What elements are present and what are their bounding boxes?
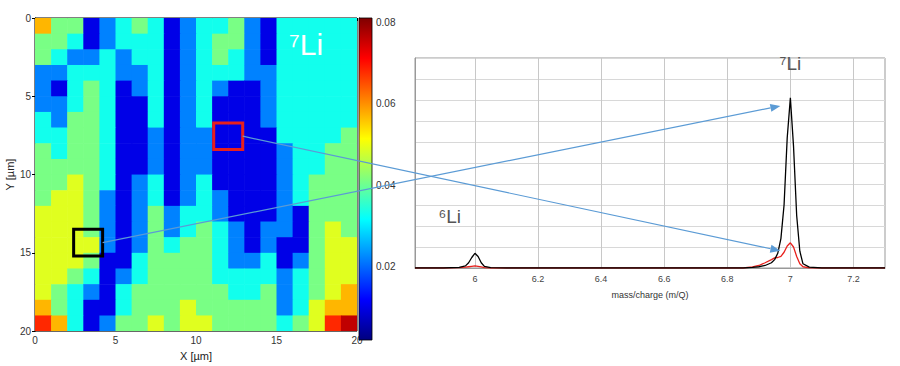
svg-text:10: 10 [190, 335, 202, 346]
svg-text:6.8: 6.8 [721, 274, 734, 284]
svg-text:0.08: 0.08 [376, 17, 396, 28]
svg-text:7.2: 7.2 [847, 274, 860, 284]
svg-text:⁶Li: ⁶Li [438, 206, 461, 227]
svg-text:6.4: 6.4 [595, 274, 608, 284]
svg-text:20: 20 [351, 334, 363, 346]
svg-text:5: 5 [25, 91, 31, 102]
svg-text:6.2: 6.2 [532, 274, 545, 284]
svg-text:7: 7 [788, 274, 793, 284]
svg-text:15: 15 [271, 335, 283, 346]
svg-text:0.02: 0.02 [376, 261, 396, 272]
svg-text:⁷Li: ⁷Li [780, 53, 802, 74]
svg-text:Y [µm]: Y [µm] [4, 159, 16, 191]
svg-text:⁷Li: ⁷Li [289, 28, 323, 61]
svg-text:5: 5 [113, 335, 119, 346]
svg-text:15: 15 [20, 247, 32, 258]
svg-text:0.04: 0.04 [376, 179, 396, 191]
svg-text:X [µm]: X [µm] [180, 350, 212, 362]
svg-text:6: 6 [472, 274, 477, 284]
svg-text:mass/charge (m/Q): mass/charge (m/Q) [611, 290, 688, 300]
svg-text:20: 20 [20, 326, 32, 337]
svg-text:0.06: 0.06 [376, 98, 396, 109]
svg-text:0: 0 [32, 335, 38, 346]
svg-text:10: 10 [20, 169, 32, 180]
svg-text:0: 0 [25, 13, 31, 24]
svg-text:6.6: 6.6 [658, 274, 671, 284]
